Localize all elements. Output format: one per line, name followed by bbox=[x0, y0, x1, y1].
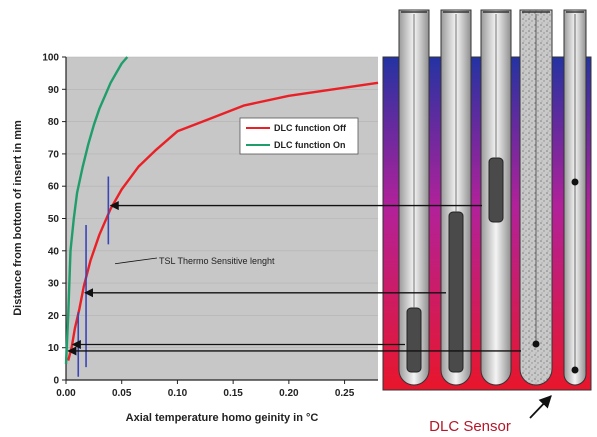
annotation-text: TSL Thermo Sensitive lenght bbox=[159, 256, 275, 266]
sensing-element bbox=[488, 157, 504, 223]
y-tick-label: 40 bbox=[48, 246, 60, 257]
annotation-leader bbox=[114, 257, 158, 265]
sensor-point bbox=[571, 178, 579, 186]
x-tick-label: 0.20 bbox=[279, 388, 299, 399]
sensor-tube-3 bbox=[480, 9, 512, 386]
y-tick-label: 50 bbox=[48, 214, 60, 225]
legend-label-off: DLC function Off bbox=[274, 123, 347, 133]
sensor-label: DLC Sensor bbox=[429, 418, 511, 435]
x-tick-label: 0.00 bbox=[56, 388, 76, 399]
sensor-pointer-arrow bbox=[529, 395, 552, 419]
pointer-arrows bbox=[67, 201, 521, 356]
legend-label-on: DLC function On bbox=[274, 140, 346, 150]
x-axis-title: Axial temperature homo geinity in °C bbox=[126, 412, 319, 424]
y-tick-label: 20 bbox=[48, 311, 60, 322]
sensor-point bbox=[571, 366, 579, 374]
sensor-tube-1 bbox=[398, 9, 430, 386]
sensor-tube-4 bbox=[519, 9, 553, 386]
sensor-tube-2 bbox=[440, 9, 472, 386]
y-tick-label: 60 bbox=[48, 182, 60, 193]
legend: DLC function Off DLC function On bbox=[239, 117, 359, 155]
sensor-point bbox=[532, 340, 540, 348]
sensing-element bbox=[406, 307, 422, 373]
y-tick-label: 0 bbox=[53, 376, 59, 387]
series-line-1 bbox=[64, 56, 129, 364]
y-tick-label: 90 bbox=[48, 85, 60, 96]
sensing-element bbox=[448, 211, 464, 373]
x-tick-label: 0.05 bbox=[112, 388, 132, 399]
annotation: TSL Thermo Sensitive lenght bbox=[114, 256, 275, 266]
y-tick-label: 100 bbox=[42, 53, 59, 64]
axes: 0 10 20 30 40 50 60 70 80 90 100 0.00 0.05 0.10 0.15 0.… bbox=[42, 53, 378, 399]
x-tick-label: 0.10 bbox=[168, 388, 188, 399]
y-tick-label: 80 bbox=[48, 117, 60, 128]
y-tick-label: 70 bbox=[48, 149, 60, 160]
x-tick-label: 0.25 bbox=[335, 388, 355, 399]
legend-box bbox=[239, 117, 359, 155]
sensor-tubes bbox=[398, 9, 587, 386]
y-axis-title: Distance from bottom of insert in mm bbox=[12, 120, 24, 316]
x-tick-label: 0.15 bbox=[223, 388, 243, 399]
y-tick-label: 10 bbox=[48, 343, 60, 354]
sensor-tube-5 bbox=[563, 9, 587, 386]
y-tick-label: 30 bbox=[48, 279, 60, 290]
